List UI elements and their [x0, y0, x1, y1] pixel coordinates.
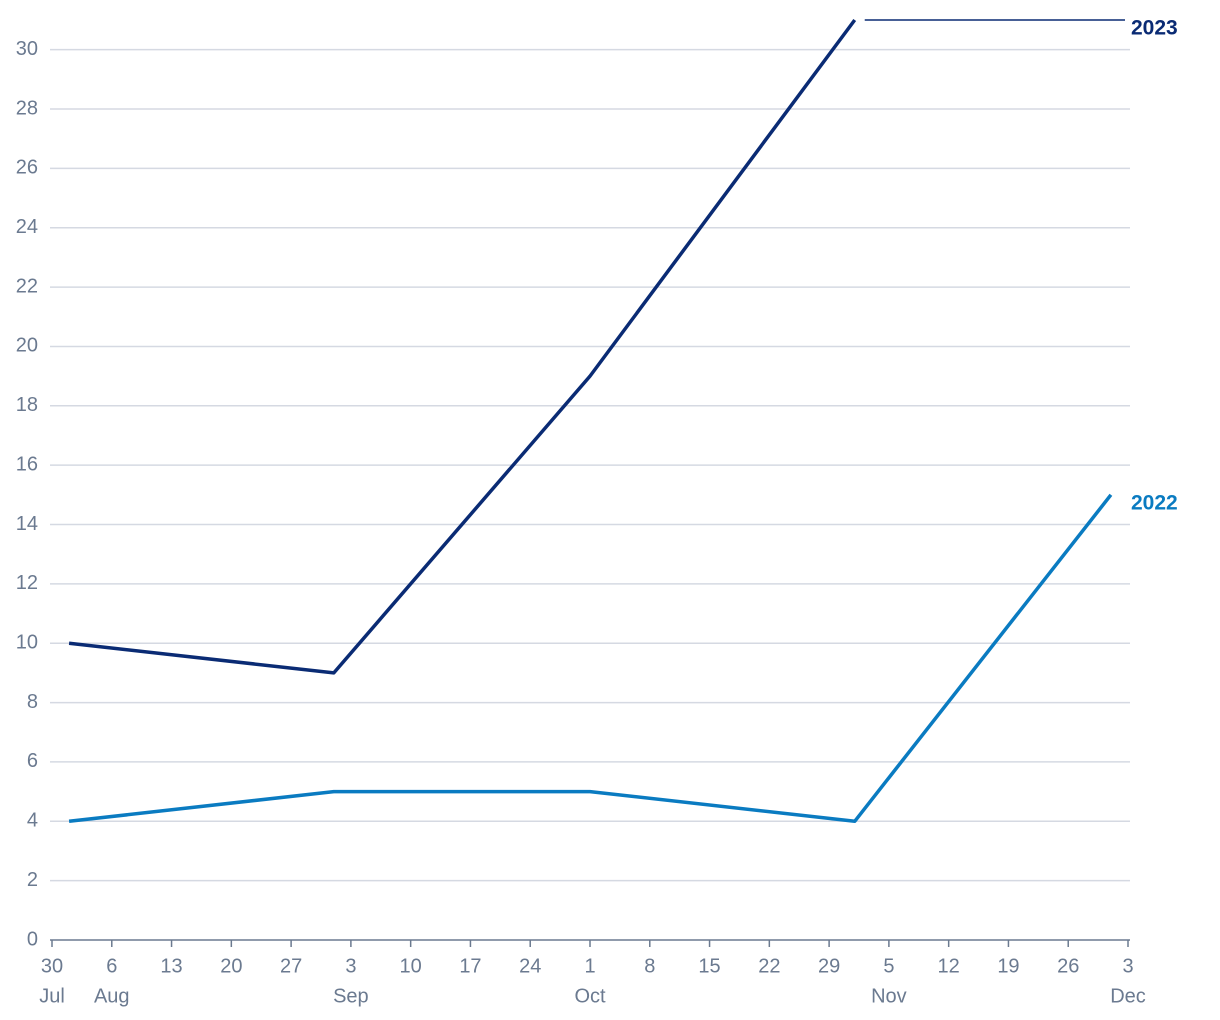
y-tick-label: 30	[16, 38, 38, 60]
y-tick-label: 12	[16, 572, 38, 594]
x-tick-month: Jul	[39, 985, 65, 1007]
x-tick-label: 19	[997, 955, 1019, 977]
y-tick-label: 2	[27, 869, 38, 891]
x-tick-label: 26	[1057, 955, 1079, 977]
y-tick-label: 10	[16, 632, 38, 654]
x-tick-label: 10	[400, 955, 422, 977]
x-tick-label: 5	[883, 955, 894, 977]
y-tick-label: 16	[16, 453, 38, 475]
x-tick-label: 3	[345, 955, 356, 977]
y-tick-label: 0	[27, 928, 38, 950]
x-tick-label: 8	[644, 955, 655, 977]
y-tick-label: 24	[16, 216, 38, 238]
x-tick-label: 12	[938, 955, 960, 977]
x-tick-month: Oct	[574, 985, 606, 1007]
y-tick-label: 28	[16, 97, 38, 119]
x-tick-label: 27	[280, 955, 302, 977]
series-line	[68, 493, 1113, 824]
series-label: 2023	[1131, 17, 1178, 40]
x-tick-label: 17	[459, 955, 481, 977]
x-tick-month: Aug	[94, 985, 130, 1007]
x-tick-month: Sep	[333, 985, 369, 1007]
y-tick-label: 14	[16, 513, 38, 535]
y-tick-label: 20	[16, 335, 38, 357]
x-tick-label: 22	[758, 955, 780, 977]
x-tick-month: Dec	[1110, 985, 1146, 1007]
y-tick-label: 26	[16, 157, 38, 179]
x-tick-label: 20	[220, 955, 242, 977]
x-tick-label: 15	[698, 955, 720, 977]
series-line	[68, 18, 857, 675]
y-tick-label: 8	[27, 691, 38, 713]
x-tick-label: 30	[41, 955, 63, 977]
y-tick-label: 6	[27, 750, 38, 772]
y-tick-label: 4	[27, 810, 38, 832]
x-tick-label: 13	[160, 955, 182, 977]
x-tick-label: 1	[584, 955, 595, 977]
x-tick-label: 29	[818, 955, 840, 977]
y-tick-label: 18	[16, 394, 38, 416]
x-tick-label: 24	[519, 955, 541, 977]
x-tick-label: 6	[106, 955, 117, 977]
y-tick-label: 22	[16, 275, 38, 297]
x-tick-label: 3	[1122, 955, 1133, 977]
x-tick-month: Nov	[871, 985, 907, 1007]
series-label: 2022	[1131, 491, 1178, 514]
